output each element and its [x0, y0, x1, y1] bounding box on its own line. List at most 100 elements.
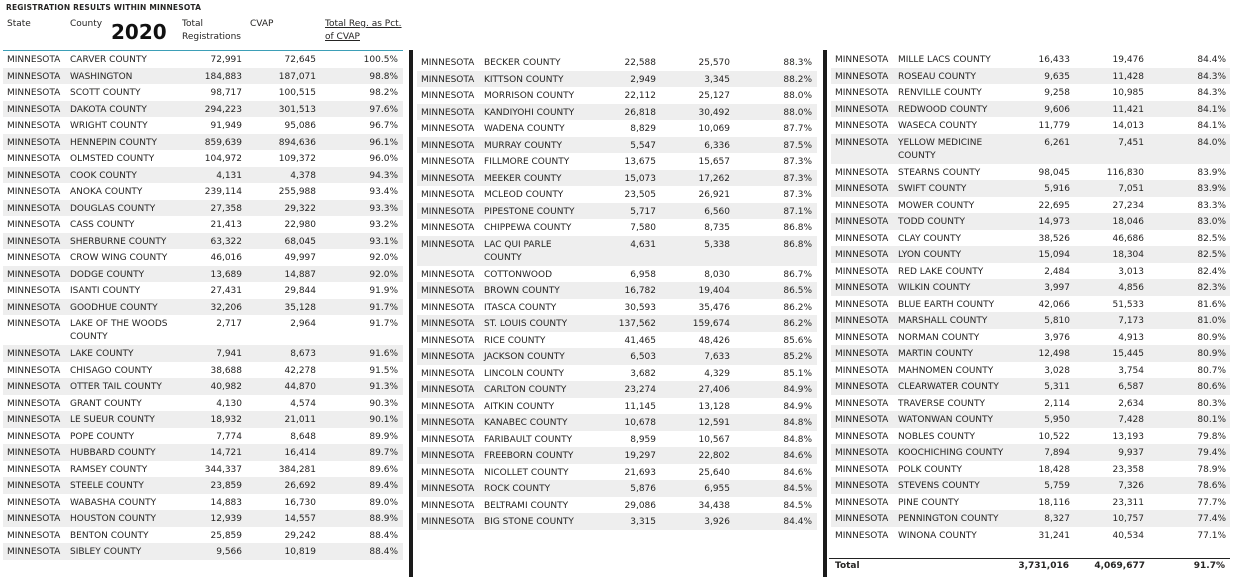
- cell-cvap: 12,591: [698, 418, 731, 428]
- header-county[interactable]: County: [70, 19, 103, 29]
- cell-county: KANABEC COUNTY: [484, 418, 568, 428]
- table-row[interactable]: MINNESOTA ANOKA COUNTY 239,114 255,988 93.4%: [3, 183, 403, 200]
- table-row[interactable]: MINNESOTA PENNINGTON COUNTY 8,327 10,757 77.…: [831, 510, 1230, 527]
- table-row[interactable]: MINNESOTA DODGE COUNTY 13,689 14,887 92.0%: [3, 265, 403, 282]
- table-row[interactable]: MINNESOTA ISANTI COUNTY 27,431 29,844 91.9%: [3, 282, 403, 299]
- header-pct[interactable]: Total Reg. as Pct. of CVAP: [325, 18, 402, 44]
- table-row[interactable]: MINNESOTA BLUE EARTH COUNTY 42,066 51,533 81…: [831, 296, 1230, 313]
- cell-total: 9,635: [1044, 71, 1070, 82]
- table-row[interactable]: MINNESOTA OLMSTED COUNTY 104,972 109,372 96.…: [3, 150, 403, 167]
- cell-pct: 87.3%: [783, 190, 812, 200]
- table-row[interactable]: MINNESOTA MEEKER COUNTY 15,073 17,262 87.3%: [417, 169, 817, 186]
- table-row[interactable]: MINNESOTA CHISAGO COUNTY 38,688 42,278 91.5%: [3, 362, 403, 379]
- cell-cvap: 14,557: [284, 514, 317, 524]
- table-row[interactable]: MINNESOTA RED LAKE COUNTY 2,484 3,013 82.4%: [831, 263, 1230, 280]
- table-row[interactable]: MINNESOTA WATONWAN COUNTY 5,950 7,428 80.1%: [831, 411, 1230, 428]
- table-row[interactable]: MINNESOTA STEVENS COUNTY 5,759 7,326 78.6%: [831, 477, 1230, 494]
- table-row[interactable]: MINNESOTA LAKE OF THE WOODS COUNTY 2,717 2,…: [3, 315, 403, 345]
- table-row[interactable]: MINNESOTA FARIBAULT COUNTY 8,959 10,567 84.8…: [417, 431, 817, 448]
- table-row[interactable]: MINNESOTA FREEBORN COUNTY 19,297 22,802 84.6…: [417, 447, 817, 464]
- table-row[interactable]: MINNESOTA GRANT COUNTY 4,130 4,574 90.3%: [3, 395, 403, 412]
- table-row[interactable]: MINNESOTA LE SUEUR COUNTY 18,932 21,011 90.1…: [3, 411, 403, 428]
- table-row[interactable]: MINNESOTA LYON COUNTY 15,094 18,304 82.5%: [831, 246, 1230, 263]
- table-row[interactable]: MINNESOTA MOWER COUNTY 22,695 27,234 83.3%: [831, 197, 1230, 214]
- table-row[interactable]: MINNESOTA BECKER COUNTY 22,588 25,570 88.3%: [417, 54, 817, 71]
- table-row[interactable]: MINNESOTA WADENA COUNTY 8,829 10,069 87.7%: [417, 120, 817, 137]
- table-row[interactable]: MINNESOTA MILLE LACS COUNTY 16,433 19,476 84…: [831, 51, 1230, 68]
- table-row[interactable]: MINNESOTA ITASCA COUNTY 30,593 35,476 86.2%: [417, 299, 817, 316]
- table-row[interactable]: MINNESOTA BENTON COUNTY 25,859 29,242 88.4%: [3, 527, 403, 544]
- table-row[interactable]: MINNESOTA HUBBARD COUNTY 14,721 16,414 89.7%: [3, 444, 403, 461]
- table-row[interactable]: MINNESOTA LAKE COUNTY 7,941 8,673 91.6%: [3, 345, 403, 362]
- table-row[interactable]: MINNESOTA LAC QUI PARLE COUNTY 4,631 5,338 8…: [417, 235, 817, 266]
- table-row[interactable]: MINNESOTA STEARNS COUNTY 98,045 116,830 83.9…: [831, 164, 1230, 181]
- header-cvap[interactable]: CVAP: [250, 19, 274, 29]
- table-row[interactable]: MINNESOTA COOK COUNTY 4,131 4,378 94.3%: [3, 166, 403, 183]
- table-row[interactable]: MINNESOTA FILLMORE COUNTY 13,675 15,657 87.3…: [417, 153, 817, 170]
- table-row[interactable]: MINNESOTA CARVER COUNTY 72,991 72,645 100.5%: [3, 51, 403, 68]
- table-row[interactable]: MINNESOTA NOBLES COUNTY 10,522 13,193 79.8%: [831, 428, 1230, 445]
- table-row[interactable]: MINNESOTA CLAY COUNTY 38,526 46,686 82.5%: [831, 230, 1230, 247]
- table-row[interactable]: MINNESOTA AITKIN COUNTY 11,145 13,128 84.9%: [417, 398, 817, 415]
- table-row[interactable]: MINNESOTA SIBLEY COUNTY 9,566 10,819 88.4%: [3, 543, 403, 560]
- table-row[interactable]: MINNESOTA TRAVERSE COUNTY 2,114 2,634 80.3%: [831, 395, 1230, 412]
- cell-cvap: 3,926: [704, 517, 730, 527]
- table-row[interactable]: MINNESOTA JACKSON COUNTY 6,503 7,633 85.2%: [417, 348, 817, 365]
- table-row[interactable]: MINNESOTA DOUGLAS COUNTY 27,358 29,322 93.3%: [3, 199, 403, 216]
- table-row[interactable]: MINNESOTA HOUSTON COUNTY 12,939 14,557 88.9%: [3, 510, 403, 527]
- table-row[interactable]: MINNESOTA POLK COUNTY 18,428 23,358 78.9%: [831, 461, 1230, 478]
- table-row[interactable]: MINNESOTA CLEARWATER COUNTY 5,311 6,587 80.6…: [831, 378, 1230, 395]
- cell-pct: 84.4%: [783, 517, 812, 527]
- table-row[interactable]: MINNESOTA CROW WING COUNTY 46,016 49,997 92.…: [3, 249, 403, 266]
- table-row[interactable]: MINNESOTA TODD COUNTY 14,973 18,046 83.0%: [831, 213, 1230, 230]
- table-row[interactable]: MINNESOTA GOODHUE COUNTY 32,206 35,128 91.7%: [3, 298, 403, 315]
- header-state[interactable]: State: [7, 19, 31, 29]
- table-row[interactable]: MINNESOTA LINCOLN COUNTY 3,682 4,329 85.1%: [417, 365, 817, 382]
- table-row[interactable]: MINNESOTA SHERBURNE COUNTY 63,322 68,045 93.…: [3, 232, 403, 249]
- table-row[interactable]: MINNESOTA ROSEAU COUNTY 9,635 11,428 84.3%: [831, 67, 1230, 84]
- table-row[interactable]: MINNESOTA NICOLLET COUNTY 21,693 25,640 84.6…: [417, 464, 817, 481]
- table-row[interactable]: MINNESOTA KOOCHICHING COUNTY 7,894 9,937 79.…: [831, 444, 1230, 461]
- table-row[interactable]: MINNESOTA BROWN COUNTY 16,782 19,404 86.5%: [417, 282, 817, 299]
- table-row[interactable]: MINNESOTA KANDIYOHI COUNTY 26,818 30,492 88.…: [417, 103, 817, 120]
- table-row[interactable]: MINNESOTA YELLOW MEDICINE COUNTY 6,261 7,45…: [831, 133, 1230, 164]
- table-row[interactable]: MINNESOTA MORRISON COUNTY 22,112 25,127 88.0…: [417, 87, 817, 104]
- table-row[interactable]: MINNESOTA SCOTT COUNTY 98,717 100,515 98.2%: [3, 84, 403, 101]
- table-row[interactable]: MINNESOTA PIPESTONE COUNTY 5,717 6,560 87.1%: [417, 202, 817, 219]
- table-row[interactable]: MINNESOTA RICE COUNTY 41,465 48,426 85.6%: [417, 332, 817, 349]
- table-row[interactable]: MINNESOTA RENVILLE COUNTY 9,258 10,985 84.3%: [831, 84, 1230, 101]
- table-row[interactable]: MINNESOTA MARTIN COUNTY 12,498 15,445 80.9%: [831, 345, 1230, 362]
- table-row[interactable]: MINNESOTA BIG STONE COUNTY 3,315 3,926 84.4%: [417, 513, 817, 530]
- table-row[interactable]: MINNESOTA ST. LOUIS COUNTY 137,562 159,674 8…: [417, 315, 817, 332]
- table-row[interactable]: MINNESOTA WABASHA COUNTY 14,883 16,730 89.0%: [3, 494, 403, 511]
- table-row[interactable]: MINNESOTA CARLTON COUNTY 23,274 27,406 84.9%: [417, 381, 817, 398]
- header-total-registrations[interactable]: Total Registrations: [182, 18, 241, 44]
- table-row[interactable]: MINNESOTA WASHINGTON 184,883 187,071 98.8%: [3, 67, 403, 84]
- table-row[interactable]: MINNESOTA BELTRAMI COUNTY 29,086 34,438 84.5…: [417, 497, 817, 514]
- table-row[interactable]: MINNESOTA WRIGHT COUNTY 91,949 95,086 96.7%: [3, 117, 403, 134]
- table-row[interactable]: MINNESOTA NORMAN COUNTY 3,976 4,913 80.9%: [831, 329, 1230, 346]
- table-row[interactable]: MINNESOTA SWIFT COUNTY 5,916 7,051 83.9%: [831, 180, 1230, 197]
- table-row[interactable]: MINNESOTA ROCK COUNTY 5,876 6,955 84.5%: [417, 480, 817, 497]
- table-row[interactable]: MINNESOTA WASECA COUNTY 11,779 14,013 84.1%: [831, 117, 1230, 134]
- table-row[interactable]: MINNESOTA POPE COUNTY 7,774 8,648 89.9%: [3, 428, 403, 445]
- table-row[interactable]: MINNESOTA WINONA COUNTY 31,241 40,534 77.1%: [831, 527, 1230, 544]
- table-row[interactable]: MINNESOTA DAKOTA COUNTY 294,223 301,513 97.6…: [3, 100, 403, 117]
- cell-cvap: 9,937: [1118, 448, 1144, 458]
- table-row[interactable]: MINNESOTA PINE COUNTY 18,116 23,311 77.7%: [831, 494, 1230, 511]
- table-row[interactable]: MINNESOTA CHIPPEWA COUNTY 7,580 8,735 86.8%: [417, 219, 817, 236]
- table-row[interactable]: MINNESOTA COTTONWOOD COUNTY 6,958 8,030 86.7…: [417, 266, 817, 283]
- table-row[interactable]: MINNESOTA RAMSEY COUNTY 344,337 384,281 89.6…: [3, 461, 403, 478]
- table-row[interactable]: MINNESOTA HENNEPIN COUNTY 859,639 894,636 96…: [3, 133, 403, 150]
- table-row[interactable]: MINNESOTA MARSHALL COUNTY 5,810 7,173 81.0%: [831, 312, 1230, 329]
- table-row[interactable]: MINNESOTA REDWOOD COUNTY 9,606 11,421 84.1%: [831, 100, 1230, 117]
- table-row[interactable]: MINNESOTA MURRAY COUNTY 5,547 6,336 87.5%: [417, 136, 817, 153]
- table-row[interactable]: MINNESOTA OTTER TAIL COUNTY 40,982 44,870 91…: [3, 378, 403, 395]
- table-row[interactable]: MINNESOTA STEELE COUNTY 23,859 26,692 89.4%: [3, 477, 403, 494]
- table-row[interactable]: MINNESOTA MCLEOD COUNTY 23,505 26,921 87.3%: [417, 186, 817, 203]
- table-row[interactable]: MINNESOTA KITTSON COUNTY 2,949 3,345 88.2%: [417, 70, 817, 87]
- table-row[interactable]: MINNESOTA MAHNOMEN COUNTY 3,028 3,754 80.7%: [831, 362, 1230, 379]
- table-row[interactable]: MINNESOTA WILKIN COUNTY 3,997 4,856 82.3%: [831, 279, 1230, 296]
- table-row[interactable]: MINNESOTA CASS COUNTY 21,413 22,980 93.2%: [3, 216, 403, 233]
- table-row[interactable]: MINNESOTA KANABEC COUNTY 10,678 12,591 84.8%: [417, 414, 817, 431]
